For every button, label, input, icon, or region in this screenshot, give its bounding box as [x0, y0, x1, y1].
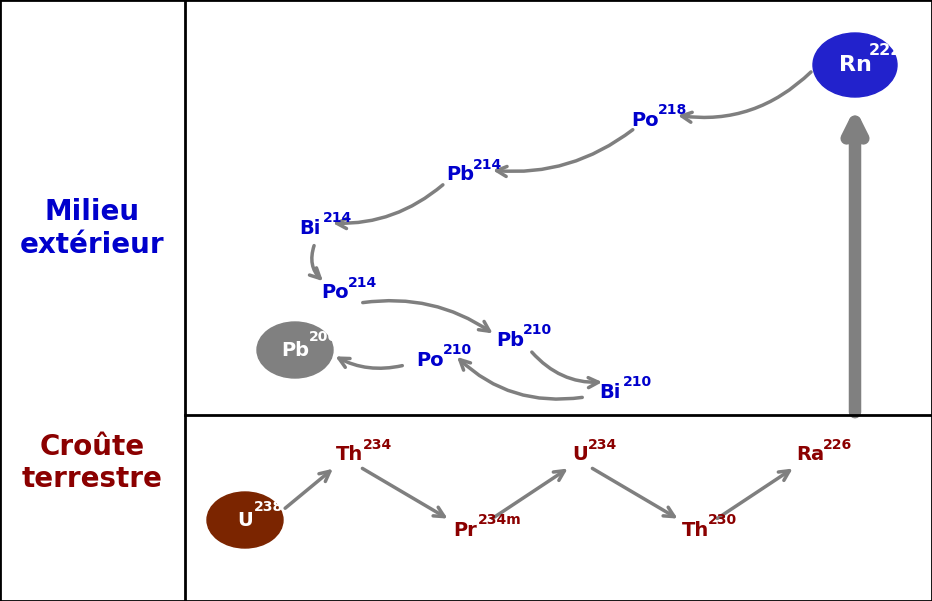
Text: 210: 210: [523, 323, 552, 337]
Text: Pb: Pb: [281, 341, 309, 359]
Text: U: U: [572, 445, 588, 465]
FancyArrowPatch shape: [497, 130, 633, 177]
Text: Milieu
extérieur: Milieu extérieur: [21, 198, 165, 258]
Ellipse shape: [207, 492, 283, 548]
Text: 230: 230: [708, 513, 737, 527]
FancyArrowPatch shape: [681, 72, 811, 122]
Text: 234: 234: [587, 438, 617, 452]
Ellipse shape: [257, 322, 333, 378]
Text: 206: 206: [309, 331, 338, 344]
Text: Po: Po: [417, 350, 444, 370]
Text: 234: 234: [363, 438, 392, 452]
FancyArrowPatch shape: [363, 300, 489, 331]
Text: 218: 218: [658, 103, 687, 117]
FancyArrowPatch shape: [309, 246, 321, 278]
Text: Bi: Bi: [299, 219, 321, 237]
FancyArrowPatch shape: [336, 185, 443, 228]
Text: 234m: 234m: [478, 513, 522, 527]
Text: Pb: Pb: [496, 331, 524, 350]
Text: 214: 214: [323, 211, 352, 225]
Text: Ra: Ra: [796, 445, 824, 465]
Text: U: U: [237, 510, 253, 529]
FancyArrowPatch shape: [339, 358, 403, 368]
Text: Th: Th: [336, 445, 363, 465]
Text: 210: 210: [443, 343, 473, 357]
Text: 210: 210: [623, 375, 652, 389]
Text: Rn: Rn: [839, 55, 871, 75]
Text: Th: Th: [681, 520, 708, 540]
Text: Po: Po: [631, 111, 659, 129]
Text: Pb: Pb: [446, 165, 474, 185]
Text: Croûte
terrestre: Croûte terrestre: [22, 433, 163, 493]
Text: 222: 222: [869, 43, 902, 58]
Text: 214: 214: [348, 276, 377, 290]
Ellipse shape: [813, 33, 897, 97]
FancyArrowPatch shape: [532, 352, 598, 388]
FancyArrowPatch shape: [459, 359, 582, 399]
Text: 214: 214: [473, 158, 502, 172]
Text: 238: 238: [254, 501, 282, 514]
Text: Pr: Pr: [453, 520, 477, 540]
Text: Po: Po: [322, 284, 349, 302]
Text: Bi: Bi: [599, 382, 621, 401]
Text: 226: 226: [823, 438, 852, 452]
